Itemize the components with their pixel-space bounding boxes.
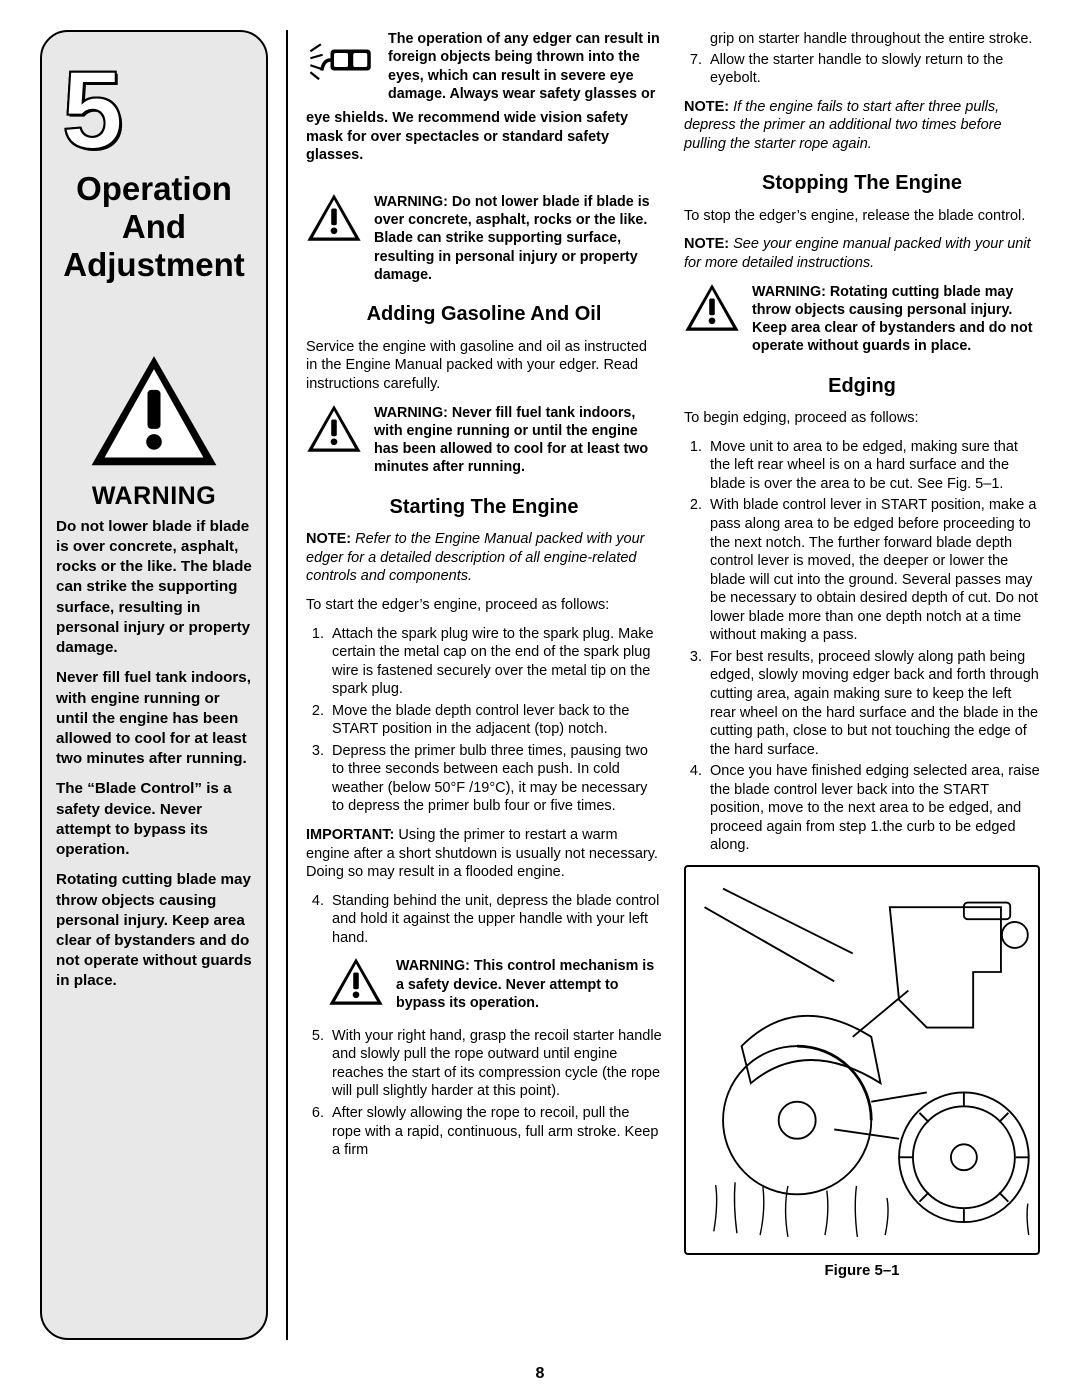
edging-step-2: With blade control lever in START positi… xyxy=(706,496,1040,644)
warning-triangle-small-icon xyxy=(306,193,362,249)
heading-stopping-engine: Stopping The Engine xyxy=(684,171,1040,197)
step-3: Depress the primer bulb three times, pau… xyxy=(328,742,662,816)
important-note: IMPORTANT: Using the primer to restart a… xyxy=(306,826,662,882)
step-4: Standing behind the unit, depress the bl… xyxy=(328,892,662,948)
fail-note: NOTE: If the engine fails to start after… xyxy=(684,98,1040,154)
starting-note-text: Refer to the Engine Manual packed with y… xyxy=(306,531,645,584)
step-7-list: Allow the starter handle to slowly retur… xyxy=(684,51,1040,88)
edging-step-4: Once you have finished edging selected a… xyxy=(706,762,1040,855)
goggles-warning-box: The operation of any edger can result in… xyxy=(306,30,662,103)
warning-triangle-small-icon xyxy=(328,957,384,1013)
page-number: 8 xyxy=(0,1365,1080,1383)
warning-box-1: WARNING: Do not lower blade if blade is … xyxy=(306,193,662,284)
note-label: NOTE: xyxy=(684,236,733,252)
warning-2-text: WARNING: Never fill fuel tank indoors, w… xyxy=(374,404,662,477)
sidebar-para-3: The “Blade Control” is a safety device. … xyxy=(56,779,252,860)
starting-lead: To start the edger’s engine, proceed as … xyxy=(306,596,662,615)
goggles-continuation: eye shields. We recommend wide vision sa… xyxy=(306,109,662,165)
sidebar-title: Operation And Adjustment xyxy=(56,170,252,284)
warning-4-text: WARNING: Rotating cutting blade may thro… xyxy=(752,283,1040,356)
figure-caption: Figure 5–1 xyxy=(684,1261,1040,1280)
warning-triangle-small-icon xyxy=(684,283,740,339)
step-5: With your right hand, grasp the recoil s… xyxy=(328,1027,662,1101)
vertical-divider xyxy=(286,30,288,1340)
sidebar-panel: 5 Operation And Adjustment WARNING Do no… xyxy=(40,30,268,1340)
warning-box-3: WARNING: This control mechanism is a saf… xyxy=(328,957,662,1013)
step-1: Attach the spark plug wire to the spark … xyxy=(328,625,662,699)
stopping-note-text: See your engine manual packed with your … xyxy=(684,236,1031,271)
starting-step-4: Standing behind the unit, depress the bl… xyxy=(306,892,662,948)
title-line-1: Operation xyxy=(76,170,232,207)
note-label: NOTE: xyxy=(684,99,733,115)
warning-triangle-icon xyxy=(89,352,219,472)
column-right: grip on starter handle throughout the en… xyxy=(684,30,1040,1340)
edging-step-3: For best results, proceed slowly along p… xyxy=(706,648,1040,759)
heading-edging: Edging xyxy=(684,374,1040,400)
goggles-text: The operation of any edger can result in… xyxy=(388,30,662,103)
step-7: Allow the starter handle to slowly retur… xyxy=(706,51,1040,88)
figure-5-1-frame xyxy=(684,865,1040,1255)
warning-box-2: WARNING: Never fill fuel tank indoors, w… xyxy=(306,404,662,477)
edging-steps: Move unit to area to be edged, making su… xyxy=(684,438,1040,855)
column-left: The operation of any edger can result in… xyxy=(306,30,662,1340)
heading-adding-gas-oil: Adding Gasoline And Oil xyxy=(306,302,662,328)
warning-heading: WARNING xyxy=(56,482,252,511)
edging-lead: To begin edging, proceed as follows: xyxy=(684,409,1040,428)
step6-continuation: grip on starter handle throughout the en… xyxy=(710,30,1040,49)
main-content: The operation of any edger can result in… xyxy=(306,30,1040,1340)
safety-goggles-icon xyxy=(306,30,376,96)
important-label: IMPORTANT: xyxy=(306,827,398,843)
chapter-number: 5 xyxy=(62,56,252,166)
warning-box-4: WARNING: Rotating cutting blade may thro… xyxy=(684,283,1040,356)
stopping-paragraph: To stop the edger’s engine, release the … xyxy=(684,207,1040,226)
title-line-3: Adjustment xyxy=(63,246,245,283)
warning-3-text: WARNING: This control mechanism is a saf… xyxy=(396,957,662,1012)
edger-illustration xyxy=(686,867,1038,1253)
starting-note: NOTE: Refer to the Engine Manual packed … xyxy=(306,530,662,586)
warning-1-text: WARNING: Do not lower blade if blade is … xyxy=(374,193,662,284)
step-6: After slowly allowing the rope to recoil… xyxy=(328,1104,662,1160)
adding-paragraph: Service the engine with gasoline and oil… xyxy=(306,338,662,394)
heading-starting-engine: Starting The Engine xyxy=(306,495,662,521)
starting-steps-5-6: With your right hand, grasp the recoil s… xyxy=(306,1027,662,1160)
step-2: Move the blade depth control lever back … xyxy=(328,702,662,739)
sidebar-para-4: Rotating cutting blade may throw objects… xyxy=(56,870,252,991)
stopping-note: NOTE: See your engine manual packed with… xyxy=(684,235,1040,272)
sidebar-para-1: Do not lower blade if blade is over conc… xyxy=(56,517,252,659)
note-label: NOTE: xyxy=(306,531,355,547)
sidebar-para-2: Never fill fuel tank indoors, with engin… xyxy=(56,668,252,769)
starting-steps-1-3: Attach the spark plug wire to the spark … xyxy=(306,625,662,816)
edging-step-1: Move unit to area to be edged, making su… xyxy=(706,438,1040,494)
title-line-2: And xyxy=(122,208,186,245)
warning-triangle-small-icon xyxy=(306,404,362,460)
page-root: 5 Operation And Adjustment WARNING Do no… xyxy=(40,30,1040,1340)
